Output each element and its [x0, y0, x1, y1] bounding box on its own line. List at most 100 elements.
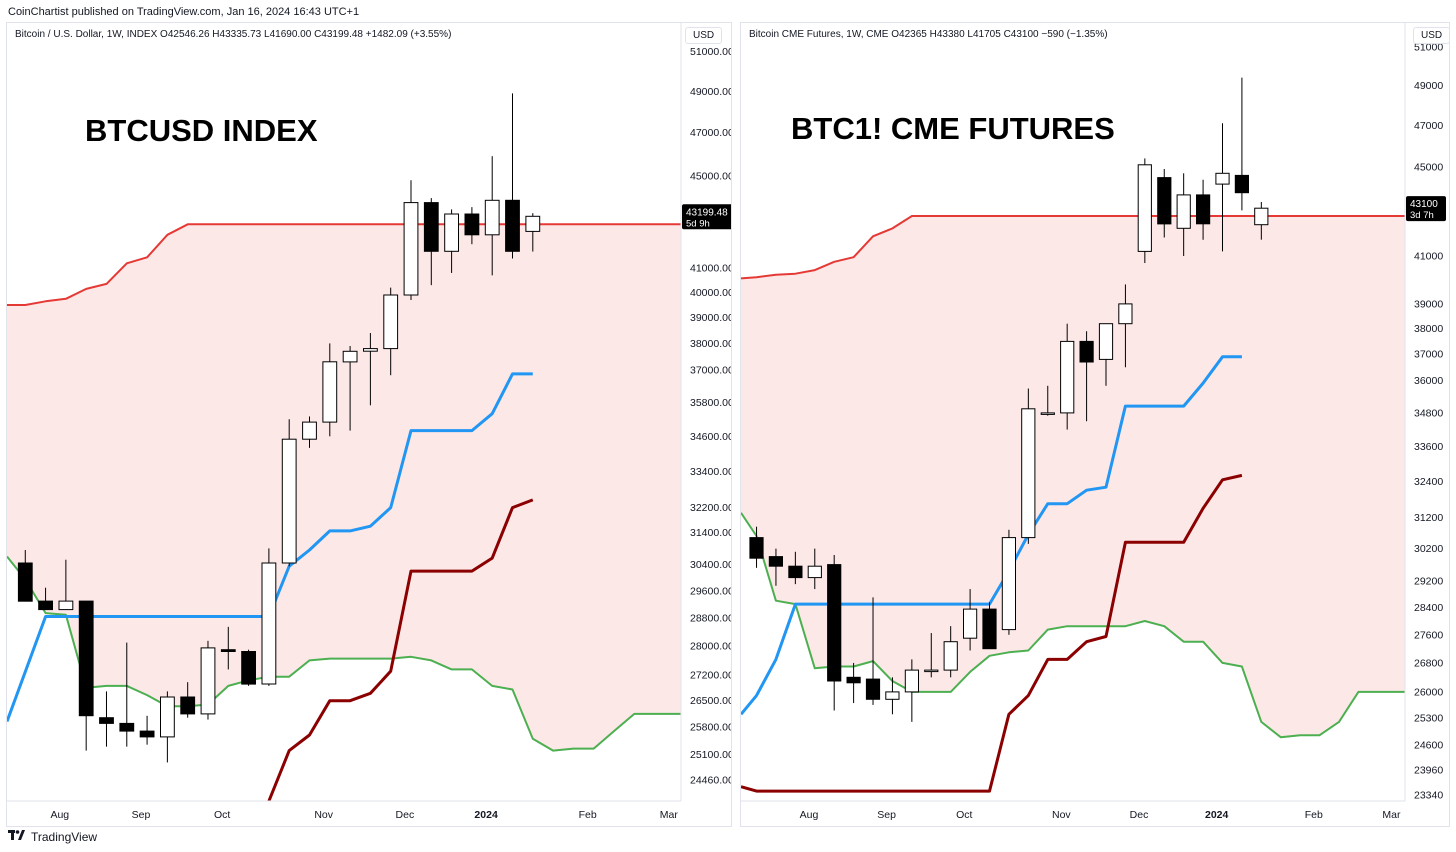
- x-tick-label: Oct: [956, 809, 972, 821]
- candle: [302, 416, 317, 448]
- candle-body: [505, 199, 520, 252]
- candle-body: [261, 562, 277, 685]
- last-price-value: 43199.48: [686, 207, 728, 218]
- chart-panel-btcusd[interactable]: 51000.00 49000.00 47000.00 45000.00 41000.00…: [6, 22, 732, 827]
- candle-body: [139, 730, 155, 738]
- y-tick-label: 25800.00: [690, 722, 731, 734]
- tradingview-logo-icon[interactable]: [8, 830, 26, 844]
- candle: [160, 691, 175, 763]
- candle: [827, 554, 842, 711]
- candle: [119, 642, 135, 747]
- y-tick-label: 38000.00: [690, 338, 731, 350]
- footer: TradingView: [8, 830, 97, 844]
- y-tick-label: 29600.00: [690, 586, 731, 598]
- candle-body: [1215, 172, 1230, 185]
- y-tick-label: 47000.00: [690, 127, 731, 139]
- chart-canvas-cme[interactable]: 51000 49000 47000 45000 41000 39000 38000 37000…: [741, 23, 1449, 826]
- chart-panel-cme[interactable]: 51000 49000 47000 45000 41000 39000 38000 37000…: [740, 22, 1451, 827]
- candle-body: [943, 641, 958, 671]
- candle: [525, 213, 541, 252]
- candle-body: [982, 608, 997, 650]
- y-tick-label: 49000.00: [690, 86, 731, 98]
- candle-body: [444, 213, 460, 252]
- x-tick-label: Nov: [1052, 809, 1071, 821]
- y-tick-label: 40000.00: [690, 287, 731, 299]
- y-tick-label: 33400.00: [690, 466, 731, 478]
- candle: [139, 715, 155, 745]
- candle: [846, 662, 861, 704]
- ichimoku-cloud: [7, 224, 681, 751]
- y-tick-label: 45000: [1414, 161, 1443, 173]
- footer-brand: TradingView: [31, 830, 98, 844]
- candle-body: [180, 696, 196, 715]
- candle: [99, 691, 114, 747]
- candle-body: [807, 565, 822, 579]
- chart-canvas-btcusd[interactable]: 51000.00 49000.00 47000.00 45000.00 41000.00…: [7, 23, 731, 826]
- y-tick-label: 47000: [1414, 120, 1443, 132]
- candle-body: [1001, 537, 1016, 631]
- publish-line: CoinChartist published on TradingView.co…: [8, 6, 360, 18]
- candle: [241, 649, 256, 686]
- ichimoku-lagging-line: [741, 473, 1243, 793]
- ichimoku-conversion-line: [7, 372, 533, 723]
- candle-body: [963, 608, 978, 639]
- candle-body: [58, 600, 74, 611]
- last-price-countdown: 3d 7h: [1410, 210, 1434, 221]
- candle: [924, 633, 939, 678]
- x-tick-label: Feb: [1305, 809, 1323, 821]
- symbol-legend: Bitcoin / U.S. Dollar, 1W, INDEX O42546.…: [15, 29, 452, 40]
- y-tick-label: 36000: [1414, 375, 1443, 387]
- x-tick-label: Feb: [579, 809, 597, 821]
- y-tick-label: 25300: [1414, 713, 1443, 725]
- y-tick-label: 37000: [1414, 349, 1443, 361]
- y-tick-label: 32200.00: [690, 502, 731, 514]
- y-tick-label: 31200: [1414, 512, 1443, 524]
- candle: [58, 559, 74, 611]
- last-price-countdown: 5d 9h: [686, 218, 710, 229]
- candle: [1040, 385, 1055, 416]
- y-tick-label: 25100.00: [690, 749, 731, 761]
- candle-body: [78, 600, 94, 717]
- candle: [768, 548, 783, 586]
- y-tick-label: 28400: [1414, 602, 1443, 614]
- y-tick-label: 45000.00: [690, 170, 731, 182]
- y-tick-label: 51000: [1414, 42, 1443, 54]
- candle-body: [1060, 340, 1075, 414]
- candle: [1060, 323, 1075, 430]
- ichimoku-lagging-line: [267, 498, 534, 801]
- candle: [943, 626, 958, 678]
- candle-body: [363, 348, 378, 352]
- y-tick-label: 49000: [1414, 80, 1443, 92]
- candle-body: [525, 215, 541, 232]
- candle-body: [846, 676, 861, 684]
- candle: [200, 640, 216, 720]
- x-tick-label: Dec: [396, 809, 415, 821]
- candle: [342, 346, 358, 431]
- x-tick-label: Aug: [800, 809, 819, 821]
- candle: [423, 198, 439, 286]
- y-tick-label: 24460.00: [690, 775, 731, 787]
- currency-label[interactable]: USD: [685, 27, 723, 44]
- candle: [885, 677, 900, 715]
- y-tick-label: 26800: [1414, 657, 1443, 669]
- last-price-badge: [1406, 196, 1446, 222]
- candle: [1215, 123, 1230, 252]
- y-tick-label: 30200: [1414, 543, 1443, 555]
- currency-label[interactable]: USD: [1413, 27, 1451, 44]
- candle: [464, 207, 480, 245]
- ichimoku-base-line: [741, 215, 1405, 280]
- chart-title: BTC1! CME FUTURES: [791, 111, 1115, 146]
- chart-title: BTCUSD INDEX: [85, 113, 318, 148]
- candle: [1157, 169, 1172, 238]
- candle: [403, 180, 419, 301]
- candle: [865, 597, 881, 705]
- ichimoku-span-a-line: [7, 555, 681, 752]
- last-price-badge: [682, 204, 731, 230]
- ichimoku-base-line: [7, 223, 681, 306]
- candle-body: [1157, 177, 1172, 225]
- candle-body: [1137, 164, 1152, 252]
- candle: [1176, 173, 1191, 256]
- candle: [1196, 179, 1211, 240]
